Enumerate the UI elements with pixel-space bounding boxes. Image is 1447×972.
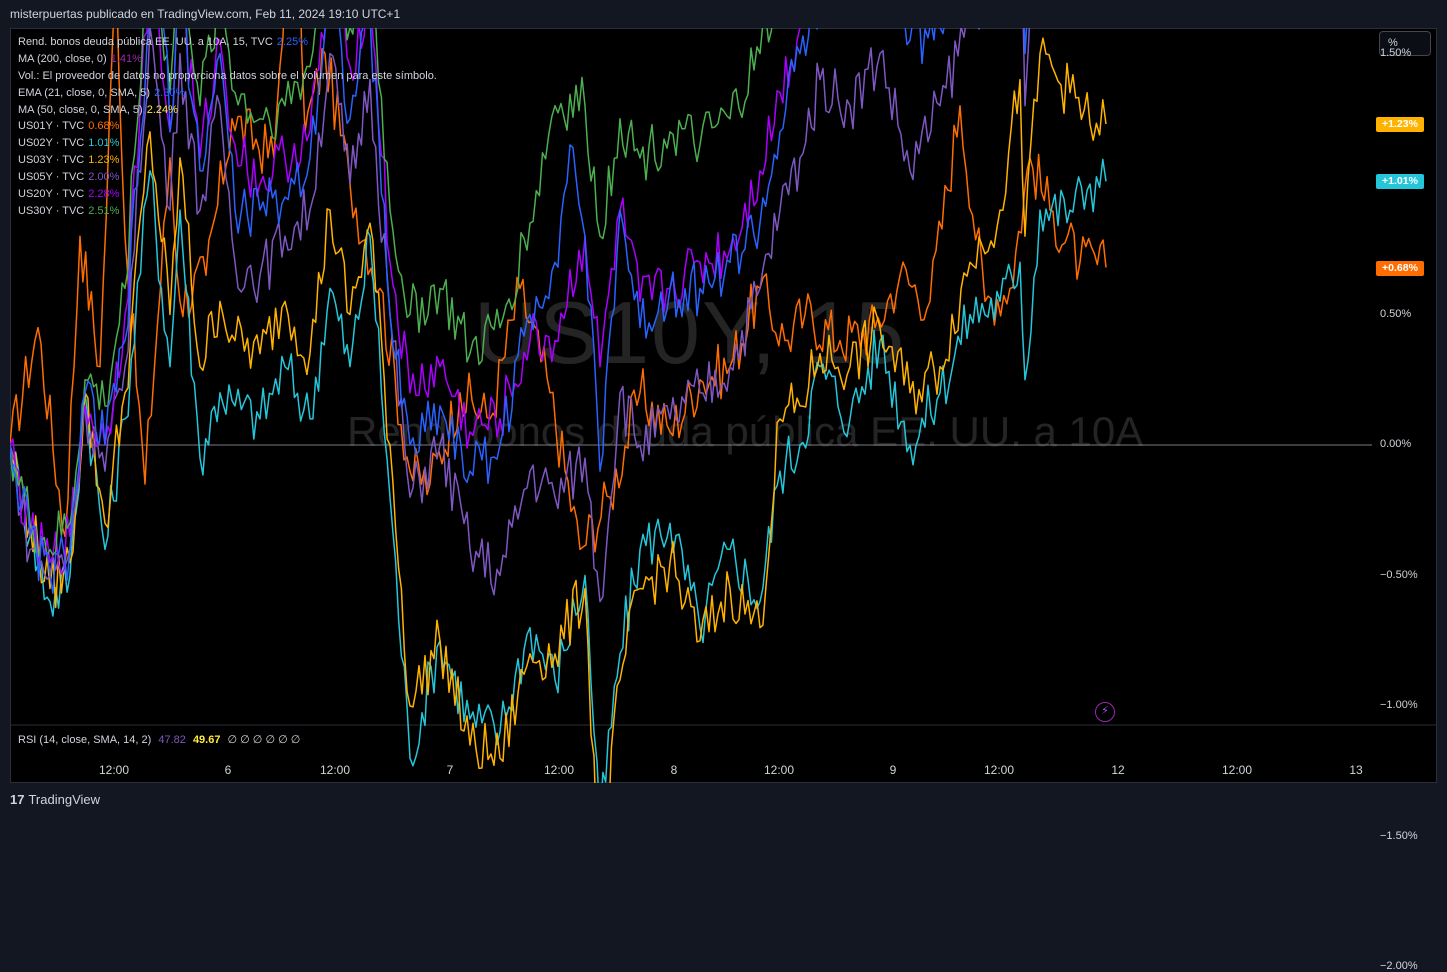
rsi-value-1: 47.82 [158, 734, 186, 746]
rsi-label-text: RSI (14, close, SMA, 14, 2) [18, 734, 152, 746]
legend-label: MA (50, close, 0, SMA, 5) [18, 103, 143, 116]
legend-label: US01Y · TVC [18, 120, 85, 133]
time-tick-label: 12 [1111, 763, 1125, 777]
price-chart[interactable] [10, 28, 1437, 783]
price-tick-label: −0.50% [1380, 568, 1418, 581]
legend-row[interactable]: MA (50, close, 0, SMA, 5) 2.24% [18, 102, 437, 119]
time-tick-label: 13 [1349, 763, 1363, 777]
legend-label: US02Y · TVC [18, 137, 85, 150]
time-tick-label: 12:00 [319, 763, 351, 777]
series-line-us03y [10, 37, 1107, 783]
legend-label: EMA (21, close, 0, SMA, 5) [18, 86, 151, 99]
price-tag: +0.68% [1376, 260, 1424, 276]
legend-label: US05Y · TVC [18, 171, 85, 184]
time-tick-label: 12:00 [1221, 763, 1253, 777]
chart-panel[interactable] [10, 28, 1437, 783]
legend: Rend. bonos deuda pública EE. UU. a 10A,… [18, 34, 437, 220]
price-tick-label: −2.00% [1380, 960, 1418, 972]
series-line-us30y [10, 28, 773, 557]
legend-label: US03Y · TVC [18, 154, 85, 167]
series-line-us02y [10, 158, 1107, 783]
time-tick-label: 8 [670, 763, 678, 777]
legend-value: 1.01% [88, 137, 120, 150]
legend-value: 2.25% [276, 36, 308, 48]
legend-row[interactable]: US03Y · TVC 1.23% [18, 152, 437, 169]
brand-name: TradingView [28, 792, 101, 807]
series-line-us01y [10, 28, 1107, 553]
price-tick-label: 0.00% [1380, 438, 1412, 450]
series-line-us10y [10, 28, 1028, 594]
rsi-empty-values: ∅ ∅ ∅ ∅ ∅ ∅ [227, 734, 301, 746]
time-tick-label: 7 [446, 763, 454, 777]
legend-value: 2.00% [88, 171, 120, 184]
legend-value: 1.23% [88, 154, 120, 167]
price-tag: +1.01% [1376, 174, 1424, 190]
time-tick-label: 12:00 [983, 763, 1015, 777]
time-tick-label: 12:00 [763, 763, 795, 777]
legend-row[interactable]: Vol.: El proveedor de datos no proporcio… [18, 68, 437, 85]
legend-value: 2.28% [88, 188, 120, 201]
legend-row[interactable]: Rend. bonos deuda pública EE. UU. a 10A,… [18, 34, 437, 51]
legend-value: 1.41% [110, 52, 142, 65]
legend-label: Vol.: El proveedor de datos no proporcio… [18, 69, 437, 82]
legend-row[interactable]: MA (200, close, 0) 1.41% [18, 51, 437, 68]
price-tag: +1.23% [1376, 116, 1424, 132]
legend-label: US20Y · TVC [18, 188, 85, 201]
lightning-icon[interactable]: ⚡ [1095, 702, 1115, 722]
legend-row[interactable]: US05Y · TVC 2.00% [18, 169, 437, 186]
legend-value: 2.51% [88, 204, 120, 217]
series-line-us05y [10, 28, 1031, 603]
time-tick-label: 9 [889, 763, 897, 777]
legend-row[interactable]: US02Y · TVC 1.01% [18, 135, 437, 152]
tradingview-logo-icon: 17 [10, 792, 25, 807]
unit-button[interactable]: % [1379, 31, 1431, 56]
legend-row[interactable]: US01Y · TVC 0.68% [18, 118, 437, 135]
price-tick-label: 1.50% [1380, 46, 1412, 59]
price-tick-label: 0.50% [1380, 307, 1412, 320]
legend-row[interactable]: US20Y · TVC 2.28% [18, 186, 437, 203]
legend-label: MA (200, close, 0) [18, 52, 107, 65]
price-tick-label: −1.50% [1380, 829, 1418, 842]
legend-value: 2.30% [154, 86, 186, 99]
time-tick-label: 12:00 [98, 763, 130, 777]
rsi-value-2: 49.67 [192, 734, 221, 746]
time-tick-label: 12:00 [543, 763, 575, 777]
legend-label: US30Y · TVC [18, 204, 85, 217]
rsi-legend: RSI (14, close, SMA, 14, 2) 47.82 49.67 … [18, 733, 300, 746]
legend-value: 2.24% [146, 103, 178, 116]
time-tick-label: 6 [224, 763, 232, 777]
legend-value: 0.68% [88, 120, 120, 133]
footer[interactable]: 17 TradingView [10, 792, 100, 807]
price-tick-label: −1.00% [1380, 699, 1418, 711]
legend-row[interactable]: US30Y · TVC 2.51% [18, 203, 437, 220]
series-line-us20y [10, 28, 1026, 575]
publish-line: misterpuertas publicado en TradingView.c… [10, 7, 401, 21]
legend-label: Rend. bonos deuda pública EE. UU. a 10A,… [18, 36, 273, 48]
legend-row[interactable]: EMA (21, close, 0, SMA, 5) 2.30% [18, 85, 437, 102]
